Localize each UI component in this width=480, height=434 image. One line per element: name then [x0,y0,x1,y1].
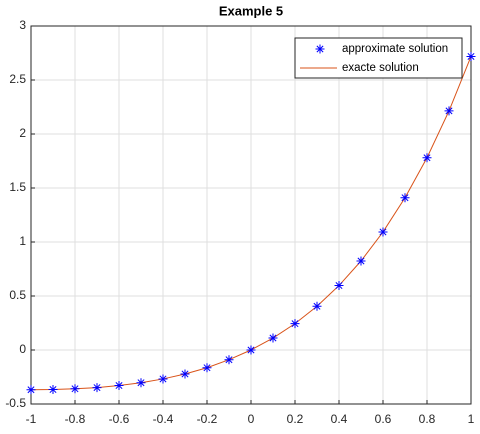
y-tick-label: 1.5 [9,180,26,194]
marker [400,193,410,203]
x-tick-label: -0.6 [109,412,130,426]
marker [180,369,190,379]
x-tick-label: 0.4 [331,412,348,426]
marker [158,374,168,384]
y-tick-label: 2.5 [9,72,26,86]
marker [315,44,325,54]
x-tick-label: -0.2 [197,412,218,426]
y-tick-label: 0 [19,342,26,356]
y-tick-label: 0.5 [9,288,26,302]
marker [48,385,58,395]
y-tick-label: -0.5 [5,396,26,410]
x-tick-label: -1 [26,412,37,426]
x-tick-label: 0.6 [375,412,392,426]
x-tick-label: 0 [248,412,255,426]
x-tick-label: 0.2 [287,412,304,426]
marker [70,384,80,394]
x-tick-label: -0.8 [65,412,86,426]
marker [378,227,388,237]
legend-label: approximate solution [342,43,448,55]
y-tick-label: 1 [19,234,26,248]
marker [422,153,432,163]
marker [356,256,366,266]
marker [246,345,256,355]
marker [114,381,124,391]
marker [312,301,322,311]
plot-frame [30,25,472,405]
x-tick-label: -0.4 [153,412,174,426]
y-tick-label: 3 [19,18,26,32]
y-tick-label: 2 [19,126,26,140]
marker [466,51,476,61]
marker [136,378,146,388]
marker [202,363,212,373]
marker [290,319,300,329]
marker [268,333,278,343]
marker [224,355,234,365]
x-tick-label: 0.8 [419,412,436,426]
marker [92,383,102,393]
marker [334,281,344,291]
marker [26,385,36,395]
marker [444,106,454,116]
x-tick-label: 1 [468,412,475,426]
legend-label: exacte solution [342,62,419,74]
chart-title: Example 5 [219,3,283,18]
legend-box [294,37,463,79]
